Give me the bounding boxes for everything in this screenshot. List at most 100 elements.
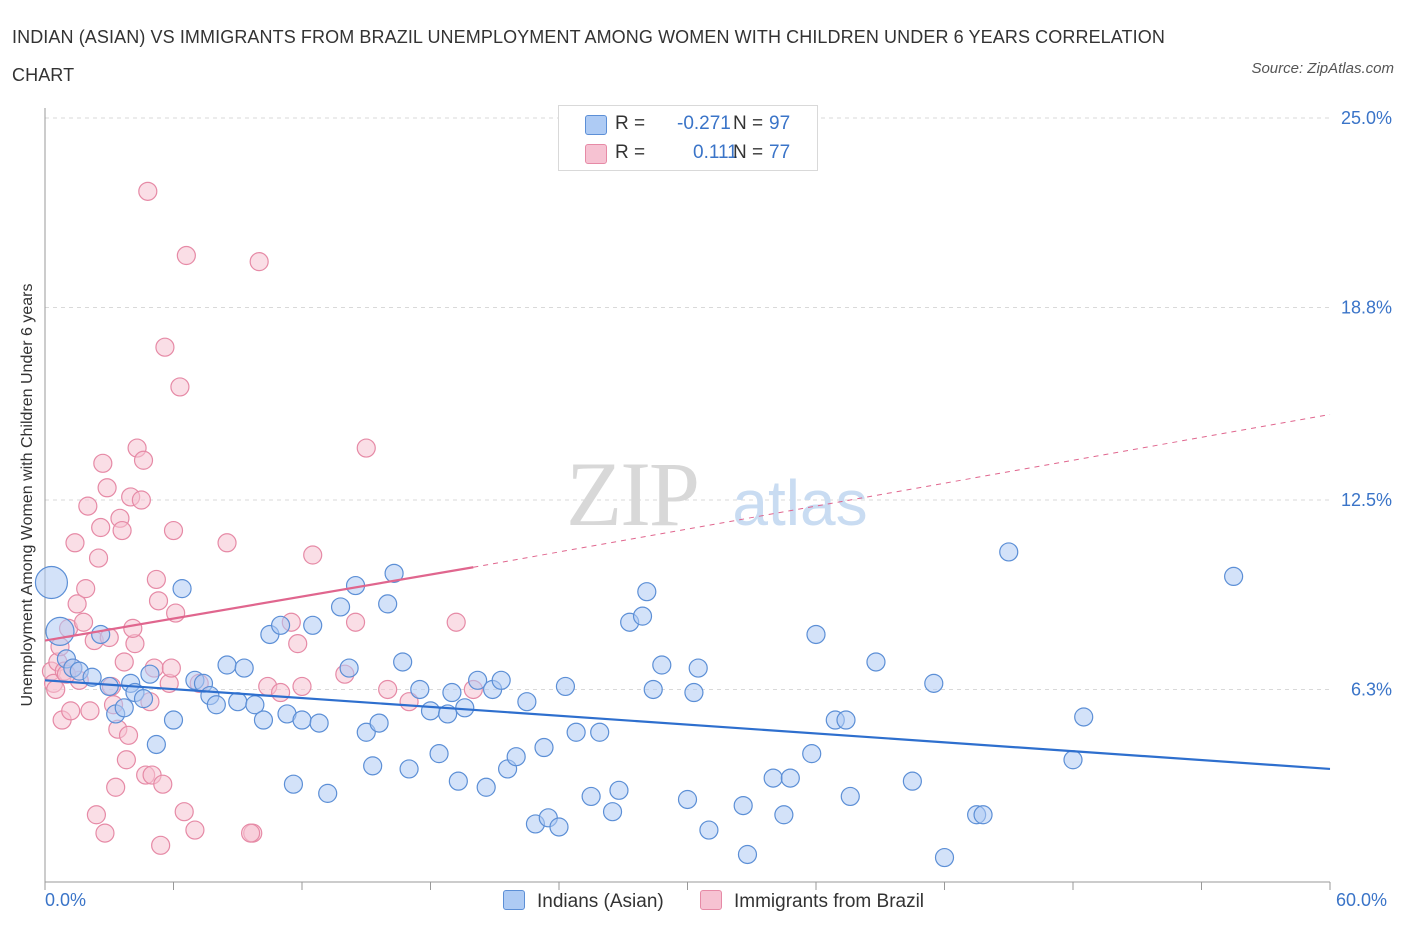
watermark: ZIP atlas <box>566 443 868 545</box>
r-value: 0.111 <box>693 142 738 163</box>
point-brazil <box>378 679 398 700</box>
point-brazil <box>174 802 194 822</box>
point-indians <box>303 615 323 635</box>
trend-line-indians <box>44 679 1331 771</box>
point-indians <box>780 768 800 788</box>
point-indians <box>802 744 822 764</box>
point-brazil <box>356 438 376 458</box>
point-indians <box>399 759 419 779</box>
point-indians <box>637 582 657 602</box>
point-indians <box>339 658 359 678</box>
point-brazil <box>114 652 134 672</box>
point-indians <box>688 658 708 678</box>
y-tick-label: 18.8% <box>1341 297 1392 317</box>
point-indians <box>378 594 398 614</box>
point-indians <box>1224 566 1244 587</box>
point-indians <box>206 695 226 715</box>
point-indians <box>309 713 329 733</box>
point-indians <box>555 676 576 697</box>
point-indians <box>549 817 569 837</box>
point-indians <box>602 802 623 822</box>
point-indians <box>934 847 955 868</box>
point-brazil <box>65 533 85 553</box>
point-indians <box>292 710 312 730</box>
point-indians <box>737 844 758 865</box>
point-brazil <box>88 548 109 568</box>
trend-lines <box>44 413 1331 771</box>
point-indians <box>506 747 526 767</box>
point-brazil <box>131 490 151 510</box>
point-brazil <box>249 252 269 272</box>
point-brazil <box>86 805 107 825</box>
legend-swatch-pink <box>585 144 607 164</box>
point-indians <box>517 692 537 712</box>
point-brazil <box>76 579 96 599</box>
y-tick-label: 12.5% <box>1341 490 1392 510</box>
point-brazil <box>170 377 190 397</box>
point-brazil <box>153 774 173 794</box>
correlation-legend: R = -0.271 N = 97 R = 0.111 N = 77 <box>558 105 818 171</box>
point-brazil <box>241 823 261 843</box>
point-indians <box>1074 707 1094 727</box>
point-brazil <box>118 725 139 745</box>
point-indians <box>410 679 430 700</box>
point-indians <box>763 768 783 788</box>
point-indians <box>228 692 248 712</box>
point-indians <box>491 670 511 690</box>
point-brazil <box>185 820 205 840</box>
series-legend: Indians (Asian) Immigrants from Brazil <box>0 888 1406 916</box>
point-brazil <box>292 676 312 697</box>
chart-title: INDIAN (ASIAN) VS IMMIGRANTS FROM BRAZIL… <box>12 27 1165 85</box>
point-indians <box>699 820 719 840</box>
point-indians <box>581 786 601 807</box>
legend-label-brazil: Immigrants from Brazil <box>734 891 925 912</box>
n-label: N = <box>733 142 764 163</box>
point-indians <box>652 655 672 675</box>
r-label: R = <box>615 113 646 134</box>
point-indians <box>632 606 653 626</box>
legend-label-indians: Indians (Asian) <box>537 891 664 912</box>
point-brazil <box>80 701 100 721</box>
point-indians <box>468 670 488 690</box>
point-brazil <box>138 181 158 201</box>
point-indians <box>476 777 496 797</box>
point-indians <box>270 615 291 635</box>
n-value: 77 <box>769 142 791 163</box>
point-brazil <box>146 569 166 590</box>
point-brazil <box>123 618 143 638</box>
point-brazil <box>97 478 117 498</box>
point-indians <box>902 771 922 791</box>
y-tick-labels: 6.3% 12.5% 18.8% 25.0% <box>1341 108 1392 699</box>
point-brazil <box>73 612 94 632</box>
x-tick-min: 0.0% <box>45 890 87 910</box>
point-brazil <box>155 337 175 357</box>
point-indians <box>34 565 69 600</box>
point-indians <box>234 658 254 678</box>
data-points <box>34 181 1244 868</box>
point-brazil <box>303 545 323 565</box>
point-brazil <box>163 520 184 541</box>
point-indians <box>448 771 468 791</box>
point-brazil <box>148 591 169 611</box>
point-indians <box>318 783 338 803</box>
point-brazil <box>95 823 115 843</box>
point-brazil <box>112 520 132 541</box>
point-brazil <box>93 453 113 473</box>
y-tick-label: 25.0% <box>1341 108 1392 128</box>
n-label: N = <box>733 113 764 134</box>
point-indians <box>590 722 610 742</box>
r-value: -0.271 <box>677 113 731 134</box>
point-indians <box>91 624 111 645</box>
point-indians <box>1063 750 1083 770</box>
point-indians <box>924 673 944 693</box>
point-indians <box>146 734 166 755</box>
point-indians <box>172 579 192 599</box>
point-indians <box>163 710 184 730</box>
axes <box>44 108 1331 890</box>
point-brazil <box>151 835 171 855</box>
point-indians <box>82 667 102 687</box>
watermark-zip: ZIP <box>566 443 698 545</box>
point-brazil <box>91 517 111 538</box>
watermark-atlas: atlas <box>732 467 867 539</box>
point-indians <box>677 789 698 810</box>
